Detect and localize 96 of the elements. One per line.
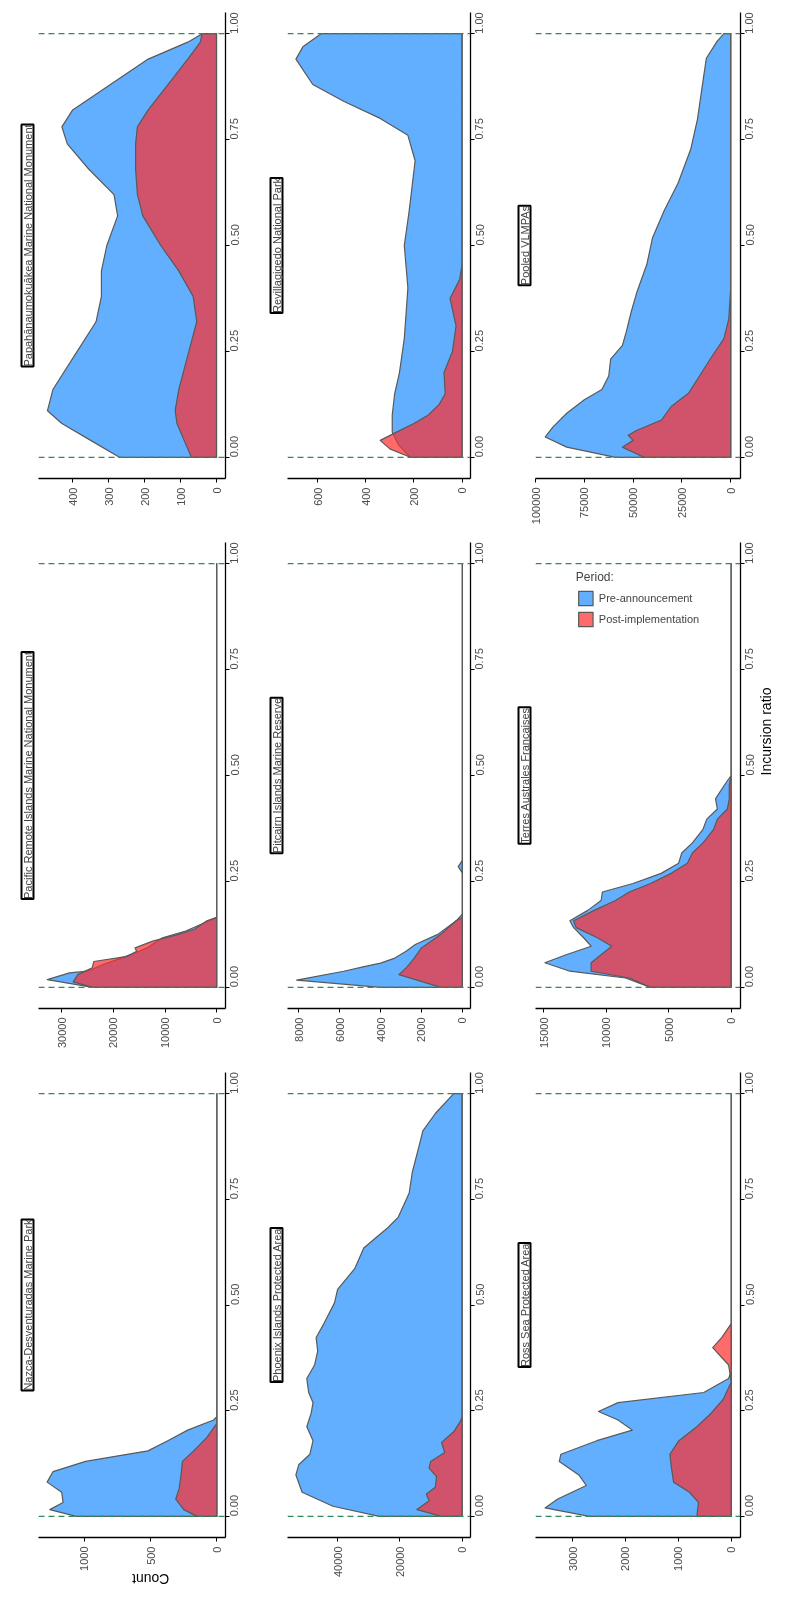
x-tick-label: 30000 — [55, 1017, 68, 1049]
x-tick-label: 0 — [210, 487, 223, 494]
y-tick-label: 1.00 — [473, 542, 486, 564]
y-tick-label: 0.50 — [228, 1283, 241, 1305]
x-tick-label: 10000 — [159, 1017, 172, 1049]
text: Terres Australes Françaises — [518, 707, 531, 844]
x-tick-label: 200 — [407, 487, 420, 506]
x-tick-label: 1000 — [672, 1546, 685, 1571]
y-tick-label: 0.75 — [473, 1177, 486, 1200]
text: Papahānaumokuākea Marine National Monument — [21, 124, 34, 367]
x-tick-label: 20000 — [107, 1017, 120, 1049]
legend-title: Period: — [575, 570, 615, 584]
x-tick-label: 10000 — [600, 1017, 613, 1049]
x-tick-label: 2000 — [619, 1546, 632, 1571]
y-tick-label: 0.75 — [228, 648, 241, 670]
x-tick-label: 40000 — [331, 1546, 344, 1578]
y-tick-label: 0.00 — [743, 1494, 756, 1517]
text: Pacific Remote Islands Marine National Monument — [21, 651, 34, 899]
x-axis-title: Count — [131, 1570, 170, 1587]
x-tick-label: 0 — [456, 487, 469, 494]
y-tick-label: 0.25 — [228, 329, 241, 352]
text: Phoenix Islands Protected Area — [270, 1227, 283, 1383]
y-tick-label: 0.25 — [473, 859, 486, 882]
x-tick-label: 20000 — [393, 1546, 406, 1578]
y-tick-label: 0.00 — [743, 435, 756, 458]
x-tick-label: 1000 — [78, 1546, 91, 1571]
x-tick-label: 2000 — [415, 1017, 428, 1042]
x-tick-label: 8000 — [292, 1017, 305, 1042]
y-tick-label: 0.75 — [743, 118, 756, 140]
x-tick-label: 400 — [66, 487, 79, 506]
y-tick-label: 0.25 — [228, 859, 241, 882]
y-tick-label: 0.75 — [473, 648, 486, 670]
y-tick-label: 0.50 — [743, 224, 756, 246]
text: Pooled VLMPAs — [518, 205, 531, 286]
y-tick-label: 1.00 — [743, 542, 756, 564]
x-tick-label: 5000 — [662, 1017, 675, 1042]
y-tick-label: 0.00 — [228, 1494, 241, 1517]
y-tick-label: 0.75 — [743, 1177, 756, 1200]
text: Revillagigedo National Park — [270, 177, 283, 314]
y-tick-label: 0.50 — [473, 754, 486, 776]
y-tick-label: 1.00 — [228, 542, 241, 564]
x-tick-label: 500 — [144, 1546, 157, 1565]
y-tick-label: 1.00 — [743, 12, 756, 34]
y-tick-label: 0.50 — [473, 224, 486, 246]
y-tick-label: 0.25 — [228, 1389, 241, 1411]
y-tick-label: 0.75 — [743, 648, 756, 670]
y-tick-label: 0.25 — [743, 329, 756, 352]
y-tick-label: 0.75 — [228, 118, 241, 140]
text: Pitcairn Islands Marine Reserve — [270, 697, 283, 854]
y-tick-label: 0.50 — [743, 754, 756, 776]
y-axis-title: Incursion ratio — [757, 687, 774, 776]
y-tick-label: 0.25 — [473, 1389, 486, 1411]
x-tick-label: 0 — [456, 1546, 469, 1553]
y-tick-label: 0.75 — [473, 118, 486, 140]
x-tick-label: 300 — [102, 487, 115, 506]
y-tick-label: 0.00 — [473, 965, 486, 988]
x-tick-label: 15000 — [537, 1017, 550, 1049]
y-tick-label: 0.00 — [743, 965, 756, 988]
y-tick-label: 0.25 — [473, 329, 486, 352]
y-tick-label: 0.00 — [473, 435, 486, 458]
x-tick-label: 0 — [724, 487, 737, 494]
y-tick-label: 0.00 — [228, 965, 241, 988]
y-tick-label: 0.50 — [228, 224, 241, 246]
y-tick-label: 1.00 — [473, 1072, 486, 1094]
x-tick-label: 0 — [725, 1546, 738, 1553]
y-tick-label: 0.25 — [743, 1389, 756, 1411]
y-tick-label: 0.25 — [743, 859, 756, 882]
y-tick-label: 0.00 — [228, 435, 241, 458]
y-tick-label: 0.50 — [228, 754, 241, 776]
x-tick-label: 25000 — [675, 487, 688, 519]
y-tick-label: 0.00 — [473, 1494, 486, 1517]
x-tick-label: 0 — [456, 1017, 469, 1024]
x-tick-label: 0 — [210, 1017, 223, 1024]
text: Ross Sea Protected Area — [518, 1242, 531, 1368]
x-tick-label: 50000 — [627, 487, 640, 519]
x-tick-label: 4000 — [374, 1017, 387, 1042]
x-tick-label: 100000 — [529, 487, 542, 525]
y-tick-label: 1.00 — [228, 1072, 241, 1094]
x-tick-label: 75000 — [578, 487, 591, 519]
y-tick-label: 1.00 — [228, 12, 241, 34]
x-tick-label: 0 — [210, 1546, 223, 1553]
x-tick-label: 600 — [311, 487, 324, 506]
y-tick-label: 1.00 — [743, 1072, 756, 1094]
x-tick-label: 200 — [138, 487, 151, 506]
y-tick-label: 0.75 — [228, 1177, 241, 1200]
y-tick-label: 1.00 — [473, 12, 486, 34]
x-tick-label: 100 — [174, 487, 187, 506]
y-tick-label: 0.50 — [473, 1283, 486, 1305]
legend-label: Pre-announcement — [598, 592, 693, 604]
x-tick-label: 400 — [359, 487, 372, 506]
y-tick-label: 0.50 — [743, 1283, 756, 1305]
legend-label: Post-implementation — [598, 613, 700, 625]
x-tick-label: 3000 — [566, 1546, 579, 1571]
x-tick-label: 6000 — [333, 1017, 346, 1042]
text: Nazca-Desventuradas Marine Park — [21, 1218, 34, 1391]
x-tick-label: 0 — [725, 1017, 738, 1024]
